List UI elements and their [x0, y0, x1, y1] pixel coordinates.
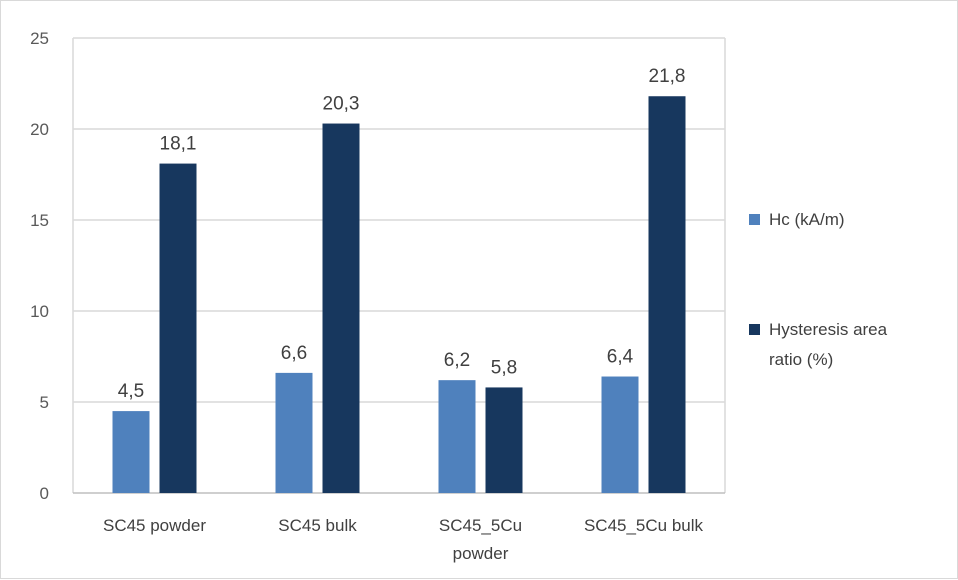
- bar: [159, 163, 197, 493]
- data-label: 18,1: [160, 134, 197, 155]
- x-category-label: SC45 powder: [103, 516, 206, 535]
- bars: [112, 96, 686, 494]
- y-tick-label: 15: [30, 211, 49, 230]
- data-label: 21,8: [649, 66, 686, 87]
- data-label: 6,2: [444, 350, 470, 371]
- legend: Hc (kA/m) Hysteresis area ratio (%): [749, 210, 888, 369]
- x-category-label: SC45_5Cu: [439, 516, 522, 535]
- bar: [112, 411, 150, 493]
- y-tick-label: 20: [30, 120, 49, 139]
- legend-label: ratio (%): [769, 350, 833, 369]
- data-label: 4,5: [118, 381, 144, 402]
- y-axis-ticks: 0 5 10 15 20 25: [30, 29, 49, 503]
- data-label: 5,8: [491, 357, 517, 378]
- x-category-label: SC45_5Cu bulk: [584, 516, 704, 535]
- data-label: 20,3: [323, 94, 360, 115]
- legend-swatch: [749, 214, 760, 225]
- y-tick-label: 5: [40, 393, 49, 412]
- bar: [438, 380, 476, 493]
- bar: [648, 96, 686, 494]
- bar: [275, 372, 313, 493]
- legend-swatch: [749, 324, 760, 335]
- y-tick-label: 0: [40, 484, 49, 503]
- bar: [485, 387, 523, 493]
- bar: [601, 376, 639, 493]
- bar: [322, 123, 360, 493]
- data-label: 6,6: [281, 343, 307, 364]
- legend-label: Hc (kA/m): [769, 210, 845, 229]
- y-tick-label: 10: [30, 302, 49, 321]
- data-labels: 4,5 18,1 6,6 20,3 6,2 5,8 6,4 21,8: [118, 66, 686, 402]
- x-category-label: powder: [453, 544, 509, 563]
- y-tick-label: 25: [30, 29, 49, 48]
- legend-label: Hysteresis area: [769, 320, 888, 339]
- x-category-label: SC45 bulk: [278, 516, 357, 535]
- data-label: 6,4: [607, 347, 634, 368]
